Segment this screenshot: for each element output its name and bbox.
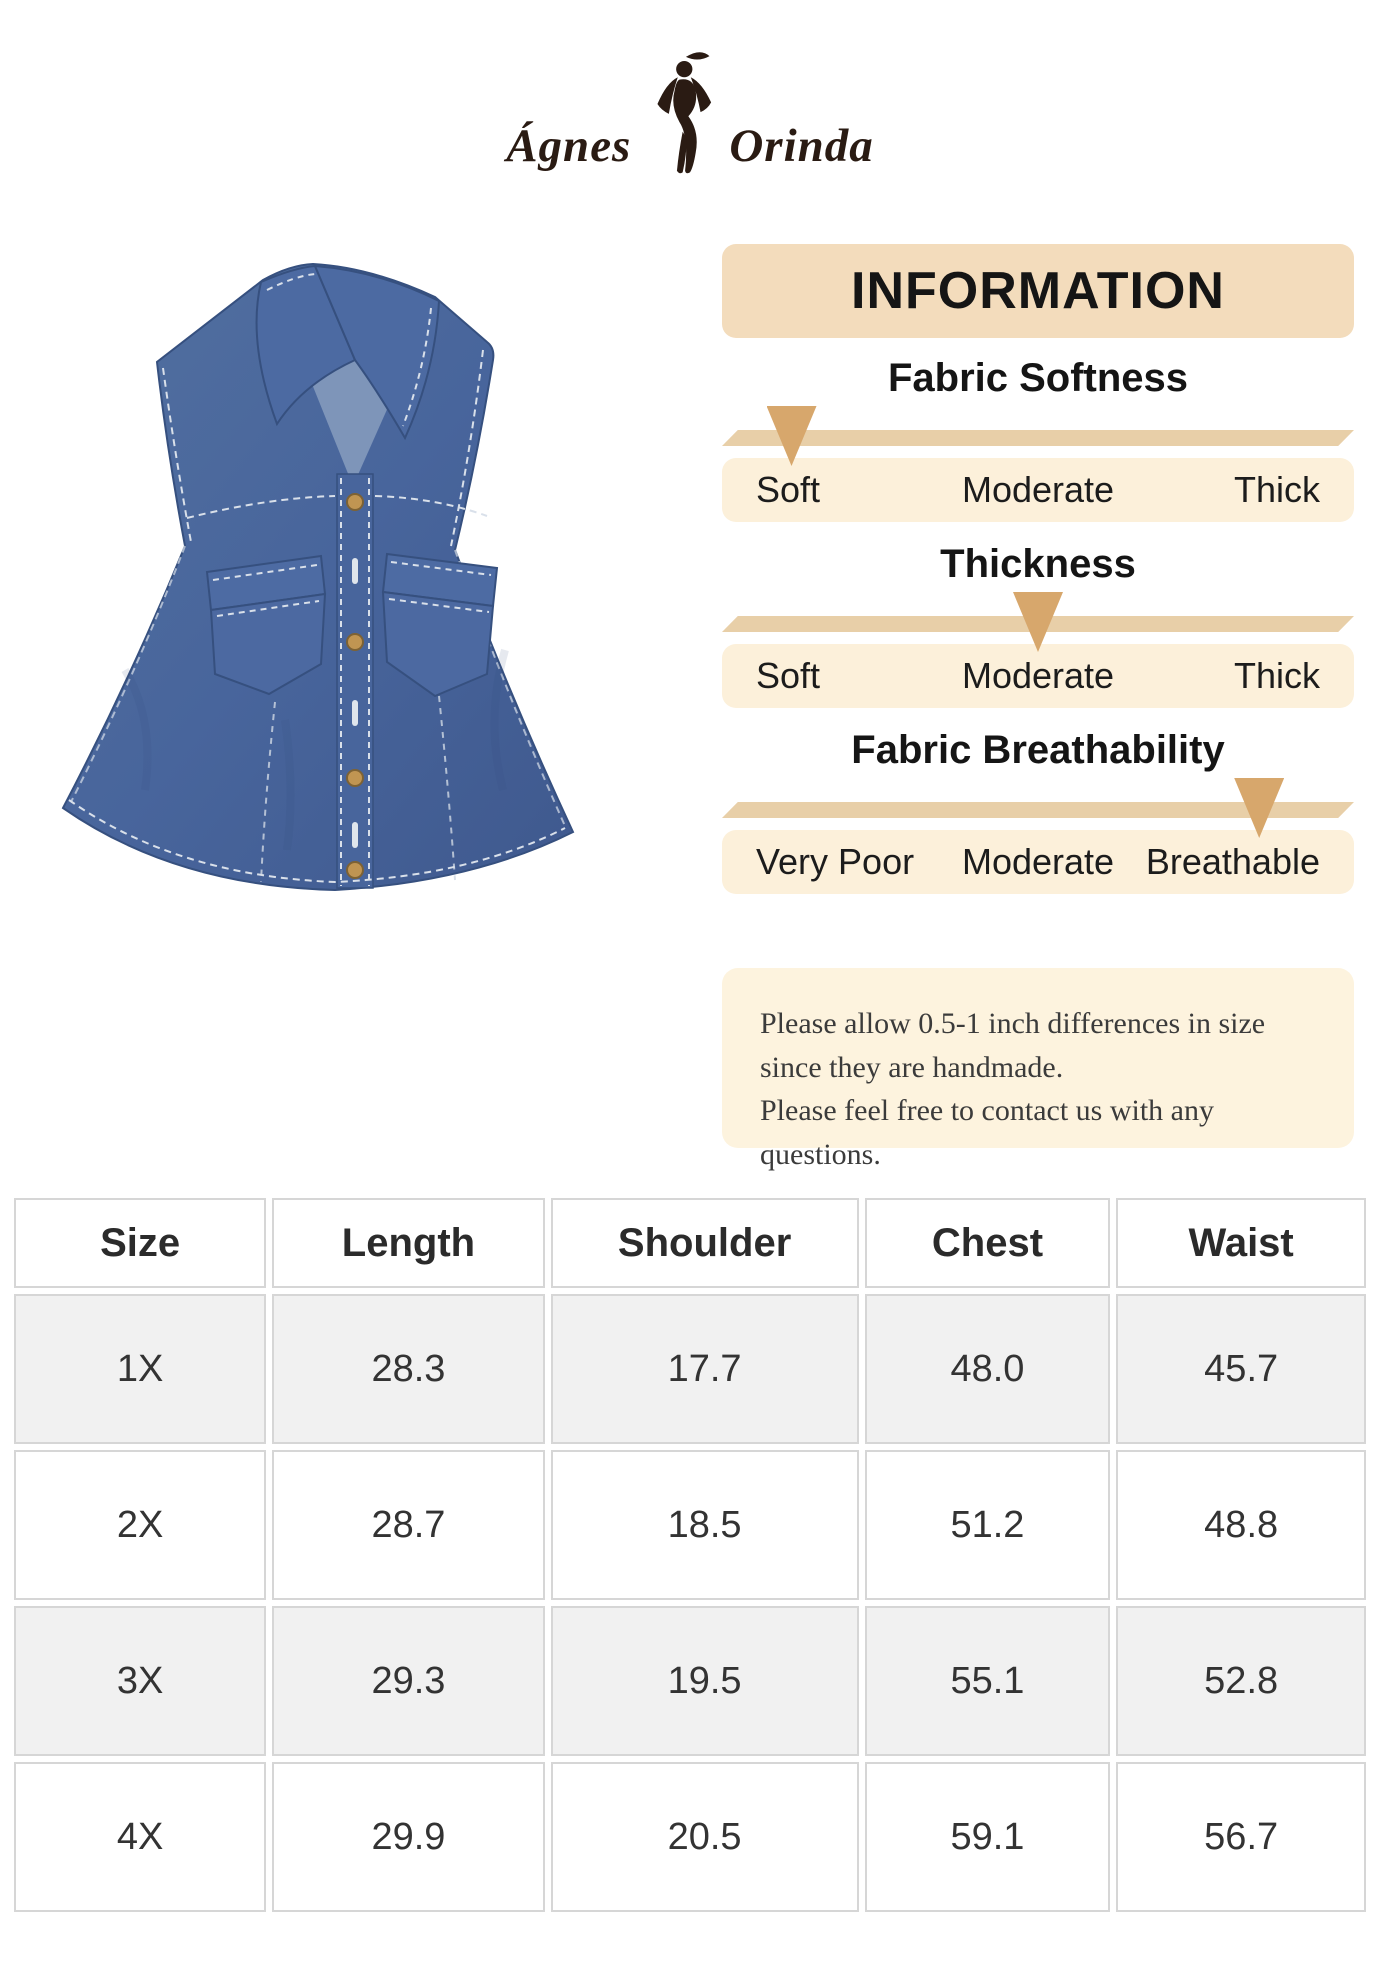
scale-labels: Very Poor Moderate Breathable: [722, 830, 1354, 894]
collar-left: [255, 264, 357, 427]
col-header-chest: Chest: [864, 1198, 1111, 1288]
scale-label: Moderate: [961, 655, 1115, 696]
scale-label: Moderate: [961, 841, 1115, 882]
scale-label: Thick: [1233, 469, 1320, 510]
scale-label: Soft: [756, 655, 821, 696]
scale-bar: [722, 802, 1354, 818]
cell-value: 59.1: [864, 1762, 1111, 1912]
table-row-4x: 4X 29.9 20.5 59.1 56.7: [14, 1762, 1366, 1912]
table-row-3x: 3X 29.3 19.5 55.1 52.8: [14, 1606, 1366, 1756]
button-placket: [336, 473, 374, 889]
col-header-size: Size: [14, 1198, 267, 1288]
brand-name-first: Ágnes: [506, 120, 632, 172]
scale-fabric-breathability: Very Poor Moderate Breathable: [722, 776, 1354, 896]
col-header-waist: Waist: [1116, 1198, 1366, 1288]
cell-value: 19.5: [550, 1606, 859, 1756]
scale-thickness: Soft Moderate Thick: [722, 590, 1354, 710]
scale-label: Breathable: [1145, 841, 1320, 882]
cell-size: 3X: [14, 1606, 267, 1756]
cell-value: 56.7: [1116, 1762, 1366, 1912]
scale-fabric-softness: Soft Moderate Thick: [722, 404, 1354, 524]
scale-title-thickness: Thickness: [940, 541, 1136, 586]
scale-label: Thick: [1233, 655, 1320, 696]
buttons: [346, 493, 364, 879]
cell-value: 29.3: [272, 1606, 545, 1756]
scale-label: Moderate: [961, 469, 1115, 510]
cell-value: 55.1: [864, 1606, 1111, 1756]
cell-value: 28.3: [272, 1294, 545, 1444]
scale-title-fabric-softness: Fabric Softness: [887, 355, 1189, 400]
brand-logo: Ágnes Orinda: [506, 52, 874, 174]
cell-size: 1X: [14, 1294, 267, 1444]
cell-value: 28.7: [272, 1450, 545, 1600]
col-header-length: Length: [272, 1198, 545, 1288]
woman-silhouette-icon: [657, 52, 712, 174]
cell-value: 18.5: [550, 1450, 859, 1600]
chest-pocket-left: [205, 554, 327, 696]
handmade-note: Please allow 0.5-1 inch differences in s…: [722, 968, 1354, 1171]
col-header-shoulder: Shoulder: [550, 1198, 859, 1288]
collar-right: [313, 264, 441, 441]
cell-value: 17.7: [550, 1294, 859, 1444]
chest-pocket-right: [381, 552, 499, 698]
brand-name-second: Orinda: [729, 120, 874, 172]
cell-value: 48.8: [1116, 1450, 1366, 1600]
cell-value: 51.2: [864, 1450, 1111, 1600]
size-chart-table: Size Length Shoulder Chest Waist 1X 28.3…: [8, 1192, 1372, 1918]
note-line: Please allow 0.5-1 inch differences in s…: [760, 1007, 1266, 1084]
scale-bar: [722, 430, 1354, 446]
cell-value: 20.5: [550, 1762, 859, 1912]
cell-size: 2X: [14, 1450, 267, 1600]
information-panel: INFORMATION Fabric Softness Soft Moderat…: [722, 244, 1354, 1171]
table-row-1x: 1X 28.3 17.7 48.0 45.7: [14, 1294, 1366, 1444]
scale-labels: Soft Moderate Thick: [722, 644, 1354, 708]
cell-value: 29.9: [272, 1762, 545, 1912]
scale-labels: Soft Moderate Thick: [722, 458, 1354, 522]
cell-size: 4X: [14, 1762, 267, 1912]
information-header: INFORMATION: [722, 244, 1354, 338]
table-header-row: Size Length Shoulder Chest Waist: [14, 1198, 1366, 1288]
note-line: Please feel free to contact us with any …: [760, 1094, 1214, 1171]
product-photo-denim-shirt: [61, 262, 575, 892]
scale-label: Very Poor: [756, 841, 915, 882]
cell-value: 48.0: [864, 1294, 1111, 1444]
scale-label: Soft: [756, 469, 821, 510]
table-row-2x: 2X 28.7 18.5 51.2 48.8: [14, 1450, 1366, 1600]
cell-value: 52.8: [1116, 1606, 1366, 1756]
cell-value: 45.7: [1116, 1294, 1366, 1444]
scale-title-fabric-breathability: Fabric Breathability: [851, 727, 1225, 772]
